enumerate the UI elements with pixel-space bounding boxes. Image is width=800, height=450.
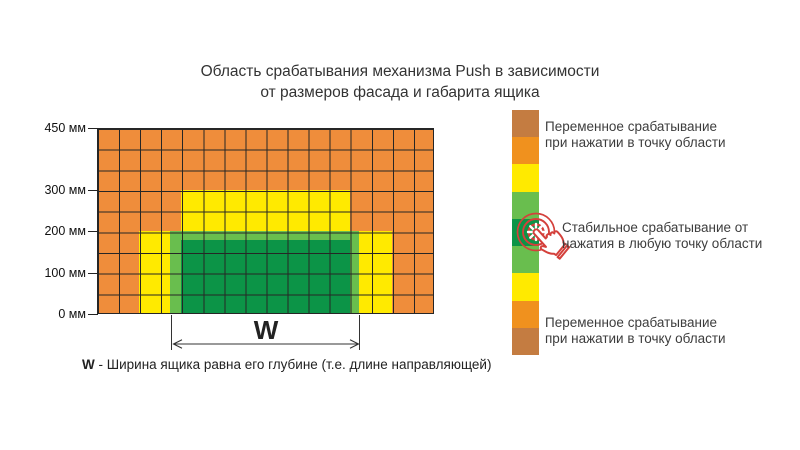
- legend-bar-segment-8: [512, 327, 539, 355]
- legend-bar-segment-1: [512, 137, 539, 165]
- caption-text: - Ширина ящика равна его глубине (т.е. д…: [94, 357, 492, 372]
- title-line-2: от размеров фасада и габарита ящика: [260, 84, 540, 101]
- axis-tick-label-200: 200 мм: [44, 224, 86, 239]
- legend-text-line: при нажатии в точку области: [545, 135, 726, 150]
- legend-text-line: нажатия в любую точку области: [562, 236, 763, 251]
- legend-bar-segment-0: [512, 110, 539, 138]
- legend-text-line: Стабильное срабатывание от: [562, 220, 749, 235]
- dimension-extension-line-right: [359, 315, 360, 350]
- legend-text-line: при нажатии в точку области: [545, 331, 726, 346]
- zone-transition-upper-yellow: [181, 190, 350, 231]
- axis-tick-mark-450: [88, 128, 98, 129]
- title-line-1: Область срабатывания механизма Push в за…: [200, 63, 600, 80]
- legend-text-line: Переменное срабатывание: [545, 119, 718, 134]
- legend-bar-segment-2: [512, 164, 539, 192]
- caption-term: W: [82, 357, 95, 372]
- axis-tick-label-450: 450 мм: [44, 121, 86, 135]
- dimension-arrow: [172, 339, 360, 349]
- axis-tick-mark-200: [88, 231, 98, 233]
- legend-bar-segment-6: [512, 273, 539, 301]
- axis-tick-label-100: 100 мм: [44, 265, 86, 280]
- axis-tick-label-300: 300 мм: [44, 183, 86, 197]
- legend-bar-segment-7: [512, 300, 539, 328]
- legend-item-stable: Стабильное срабатывание от нажатия в люб…: [562, 220, 762, 252]
- axis-tick-label-0: 0 мм: [58, 307, 86, 321]
- zone-stable-dark-green: [181, 240, 350, 314]
- width-dimension-label: W: [253, 315, 279, 345]
- legend-item-variable-bottom: Переменное срабатывание при нажатии в то…: [545, 315, 726, 347]
- axis-tick-mark-0: [88, 314, 98, 315]
- activation-grid: [97, 128, 434, 314]
- axis-tick-mark-300: [88, 190, 98, 191]
- legend-text-line: Переменное срабатывание: [545, 315, 718, 330]
- caption: W - Ширина ящика равна его глубине (т.е.…: [82, 357, 491, 372]
- press-hand-icon: [516, 212, 571, 260]
- legend-item-variable-top: Переменное срабатывание при нажатии в то…: [545, 119, 726, 151]
- dimension-extension-line-left: [171, 315, 172, 350]
- axis-tick-mark-100: [88, 272, 98, 274]
- page-title: Область срабатывания механизма Push в за…: [0, 61, 800, 103]
